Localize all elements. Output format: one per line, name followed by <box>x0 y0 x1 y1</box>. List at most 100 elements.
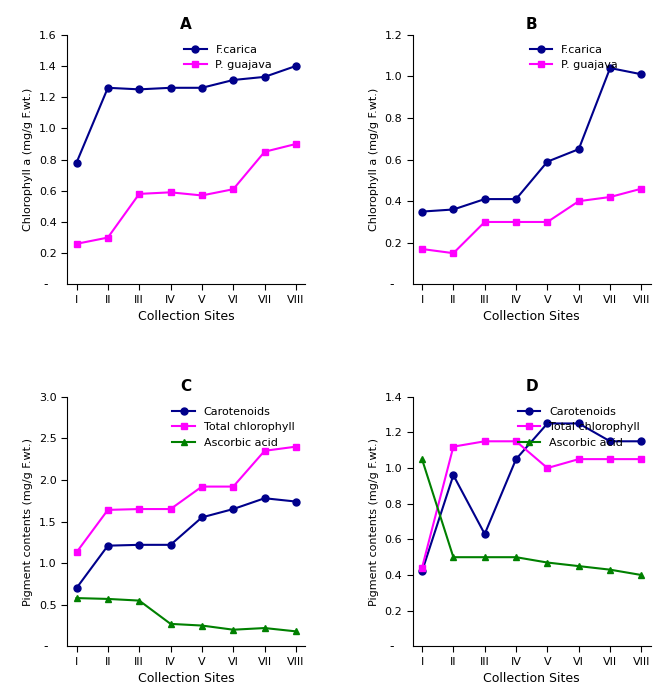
Ascorbic acid <box>544 558 552 566</box>
Y-axis label: Chlorophyll a (mg/g F.wt.): Chlorophyll a (mg/g F.wt.) <box>369 88 379 231</box>
Carotenoids <box>480 530 488 538</box>
Y-axis label: Pigment contents (mg/g F.wt.): Pigment contents (mg/g F.wt.) <box>369 438 379 605</box>
Ascorbic acid <box>135 596 143 605</box>
Total chlorophyll <box>260 447 268 455</box>
Line: Ascorbic acid: Ascorbic acid <box>73 595 299 635</box>
Total chlorophyll <box>166 505 174 513</box>
F.carica <box>575 145 583 154</box>
P. guajava <box>544 218 552 226</box>
Carotenoids <box>104 541 112 550</box>
Ascorbic acid <box>512 553 520 562</box>
F.carica <box>637 70 646 79</box>
P. guajava <box>229 185 238 193</box>
Carotenoids <box>544 419 552 427</box>
F.carica <box>104 83 112 92</box>
Text: -: - <box>389 278 393 291</box>
Total chlorophyll <box>198 482 206 491</box>
Total chlorophyll <box>544 464 552 472</box>
F.carica <box>166 83 174 92</box>
Total chlorophyll <box>575 455 583 464</box>
F.carica <box>480 195 488 203</box>
P. guajava <box>575 197 583 205</box>
Ascorbic acid <box>260 624 268 632</box>
Ascorbic acid <box>166 620 174 628</box>
Carotenoids <box>292 498 300 506</box>
Total chlorophyll <box>292 443 300 451</box>
Carotenoids <box>418 567 426 575</box>
Carotenoids <box>229 505 238 513</box>
F.carica <box>260 73 268 81</box>
P. guajava <box>292 140 300 148</box>
Ascorbic acid <box>72 594 81 603</box>
Text: -: - <box>44 278 48 291</box>
P. guajava <box>135 190 143 198</box>
Ascorbic acid <box>292 627 300 635</box>
X-axis label: Collection Sites: Collection Sites <box>483 311 580 323</box>
Carotenoids <box>512 455 520 464</box>
P. guajava <box>260 147 268 156</box>
Total chlorophyll <box>229 482 238 491</box>
Line: Carotenoids: Carotenoids <box>73 495 299 591</box>
Ascorbic acid <box>606 566 614 574</box>
Line: F.carica: F.carica <box>73 63 299 166</box>
P. guajava <box>198 191 206 199</box>
P. guajava <box>418 245 426 253</box>
X-axis label: Collection Sites: Collection Sites <box>138 311 235 323</box>
Title: B: B <box>526 17 537 32</box>
Ascorbic acid <box>418 455 426 464</box>
Line: Total chlorophyll: Total chlorophyll <box>419 438 645 571</box>
P. guajava <box>72 240 81 248</box>
Carotenoids <box>575 419 583 427</box>
Total chlorophyll <box>72 548 81 557</box>
Ascorbic acid <box>229 626 238 634</box>
Carotenoids <box>260 494 268 502</box>
Line: F.carica: F.carica <box>419 65 645 215</box>
Ascorbic acid <box>198 621 206 630</box>
X-axis label: Collection Sites: Collection Sites <box>138 672 235 685</box>
Ascorbic acid <box>575 562 583 571</box>
Text: -: - <box>44 640 48 653</box>
F.carica <box>418 207 426 215</box>
F.carica <box>606 64 614 72</box>
F.carica <box>72 158 81 167</box>
Ascorbic acid <box>480 553 488 562</box>
P. guajava <box>166 188 174 197</box>
Legend: F.carica, P. guajava: F.carica, P. guajava <box>180 40 276 75</box>
Line: P. guajava: P. guajava <box>73 140 299 247</box>
P. guajava <box>480 218 488 226</box>
X-axis label: Collection Sites: Collection Sites <box>483 672 580 685</box>
F.carica <box>229 76 238 84</box>
F.carica <box>544 158 552 166</box>
Carotenoids <box>166 541 174 549</box>
Title: A: A <box>180 17 192 32</box>
Legend: Carotenoids, Total chlorophyll, Ascorbic acid: Carotenoids, Total chlorophyll, Ascorbic… <box>513 402 644 452</box>
P. guajava <box>637 184 646 193</box>
F.carica <box>292 62 300 70</box>
Total chlorophyll <box>480 437 488 445</box>
Line: P. guajava: P. guajava <box>419 186 645 256</box>
Legend: Carotenoids, Total chlorophyll, Ascorbic acid: Carotenoids, Total chlorophyll, Ascorbic… <box>168 402 299 452</box>
Line: Carotenoids: Carotenoids <box>419 420 645 575</box>
Total chlorophyll <box>104 506 112 514</box>
F.carica <box>198 83 206 92</box>
F.carica <box>135 85 143 94</box>
Ascorbic acid <box>104 595 112 603</box>
Y-axis label: Chlorophyll a (mg/g F.wt.): Chlorophyll a (mg/g F.wt.) <box>23 88 34 231</box>
Line: Ascorbic acid: Ascorbic acid <box>419 456 645 578</box>
Title: D: D <box>525 379 538 394</box>
Total chlorophyll <box>418 564 426 572</box>
Carotenoids <box>72 584 81 592</box>
Line: Total chlorophyll: Total chlorophyll <box>73 443 299 556</box>
Carotenoids <box>606 437 614 445</box>
Total chlorophyll <box>637 455 646 464</box>
Legend: F.carica, P. guajava: F.carica, P. guajava <box>525 40 622 75</box>
Total chlorophyll <box>135 505 143 513</box>
Text: -: - <box>389 640 393 653</box>
Y-axis label: Pigment contents (mg/g F.wt.): Pigment contents (mg/g F.wt.) <box>23 438 34 605</box>
P. guajava <box>606 193 614 201</box>
Ascorbic acid <box>450 553 458 562</box>
F.carica <box>512 195 520 203</box>
P. guajava <box>512 218 520 226</box>
Title: C: C <box>180 379 192 394</box>
Total chlorophyll <box>450 443 458 451</box>
